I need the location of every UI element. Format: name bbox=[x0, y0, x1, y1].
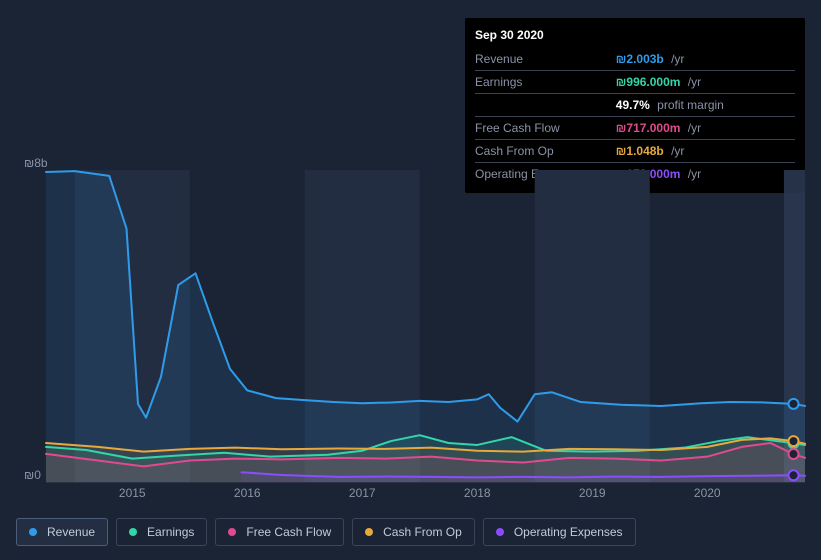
tooltip-row-value: 49.7% profit margin bbox=[616, 94, 795, 117]
y-axis-label-max: ₪8b bbox=[24, 156, 48, 170]
x-tick: 2015 bbox=[119, 486, 146, 500]
tooltip-row: Earnings₪996.000m /yr bbox=[475, 71, 795, 94]
legend-label: Cash From Op bbox=[383, 525, 462, 539]
legend-label: Revenue bbox=[47, 525, 95, 539]
legend-swatch bbox=[496, 528, 504, 536]
x-axis: 2015 2016 2017 2018 2019 2020 bbox=[46, 486, 805, 506]
x-tick: 2017 bbox=[349, 486, 376, 500]
x-tick: 2018 bbox=[464, 486, 491, 500]
tooltip-row-label: Revenue bbox=[475, 48, 616, 71]
tooltip-row-label bbox=[475, 94, 616, 117]
tooltip-row: 49.7% profit margin bbox=[475, 94, 795, 117]
legend-label: Free Cash Flow bbox=[246, 525, 331, 539]
tooltip-row-value: ₪2.003b /yr bbox=[616, 48, 795, 71]
x-tick: 2019 bbox=[579, 486, 606, 500]
legend-swatch bbox=[129, 528, 137, 536]
legend-item-earnings[interactable]: Earnings bbox=[116, 518, 207, 546]
legend-item-revenue[interactable]: Revenue bbox=[16, 518, 108, 546]
chart-container: { "currency_symbol": "₪", "tooltip": { "… bbox=[0, 0, 821, 560]
legend-item-fcf[interactable]: Free Cash Flow bbox=[215, 518, 344, 546]
legend-label: Earnings bbox=[147, 525, 194, 539]
legend-swatch bbox=[228, 528, 236, 536]
x-tick: 2020 bbox=[694, 486, 721, 500]
legend-item-opex[interactable]: Operating Expenses bbox=[483, 518, 636, 546]
legend-label: Operating Expenses bbox=[514, 525, 623, 539]
legend-swatch bbox=[365, 528, 373, 536]
tooltip-row: Free Cash Flow₪717.000m /yr bbox=[475, 117, 795, 140]
y-axis-label-min: ₪0 bbox=[24, 468, 41, 482]
tooltip-row-value: ₪996.000m /yr bbox=[616, 71, 795, 94]
chart-svg bbox=[46, 170, 805, 482]
tooltip-row: Revenue₪2.003b /yr bbox=[475, 48, 795, 71]
tooltip-row-label: Earnings bbox=[475, 71, 616, 94]
x-tick: 2016 bbox=[234, 486, 261, 500]
tooltip-row-value: ₪717.000m /yr bbox=[616, 117, 795, 140]
chart-area[interactable]: ₪8b ₪0 2015 2016 2017 2018 2019 2020 bbox=[16, 156, 805, 506]
tooltip-row-label: Free Cash Flow bbox=[475, 117, 616, 140]
tooltip-date: Sep 30 2020 bbox=[475, 24, 795, 48]
legend: Revenue Earnings Free Cash Flow Cash From O… bbox=[16, 518, 636, 546]
legend-swatch bbox=[29, 528, 37, 536]
legend-item-cfo[interactable]: Cash From Op bbox=[352, 518, 475, 546]
